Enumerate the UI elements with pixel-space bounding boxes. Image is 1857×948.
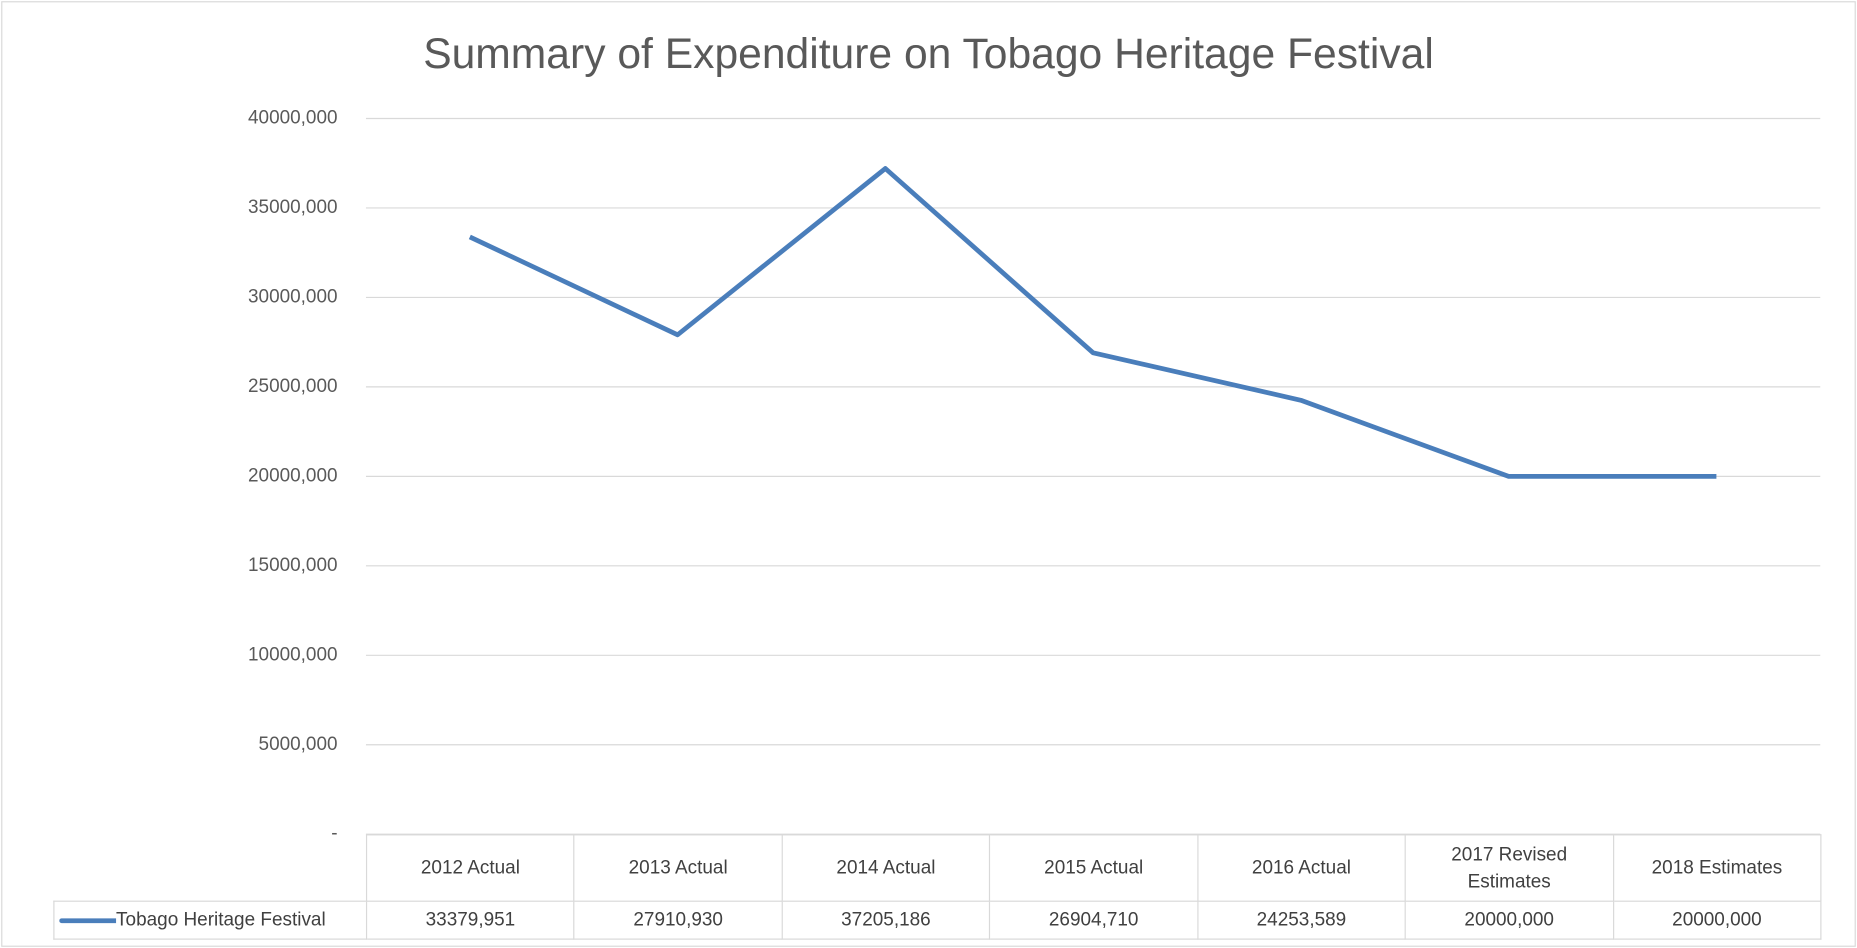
blank-cell: [54, 835, 367, 901]
category-label: 2017 Revised Estimates: [1404, 834, 1614, 902]
legend-label: Tobago Heritage Festival: [116, 910, 326, 931]
value-label: 20000,000: [1612, 900, 1822, 940]
category-label: 2012 Actual: [365, 834, 575, 902]
y-tick-label: 10000,000: [248, 644, 338, 665]
value-label: 26904,710: [989, 900, 1199, 940]
category-label: 2014 Actual: [781, 834, 991, 902]
category-label: 2018 Estimates: [1612, 834, 1822, 902]
y-tick-label: -: [331, 823, 337, 844]
category-label: 2016 Actual: [1196, 834, 1406, 902]
y-tick-label: 15000,000: [248, 555, 338, 576]
header-row: 2012 Actual 2013 Actual 2014 Actual 2015 Ac…: [54, 834, 1822, 902]
series-row: Tobago Heritage Festival 33379,951 27910,9…: [53, 900, 1822, 940]
value-label: 20000,000: [1404, 900, 1614, 940]
y-tick-label: 20000,000: [248, 465, 338, 486]
value-label: 27910,930: [573, 900, 783, 940]
category-label: 2013 Actual: [573, 834, 783, 902]
value-label: 24253,589: [1196, 900, 1406, 940]
legend-key: [59, 918, 119, 923]
value-label: 33379,951: [365, 900, 575, 940]
y-tick-label: 40000,000: [248, 107, 338, 128]
category-label: 2015 Actual: [989, 834, 1199, 902]
legend-cell: Tobago Heritage Festival: [53, 900, 368, 940]
data-table: 2012 Actual 2013 Actual 2014 Actual 2015 Ac…: [53, 834, 1822, 940]
y-tick-label: 25000,000: [248, 376, 338, 397]
y-tick-label: 5000,000: [259, 734, 338, 755]
y-tick-label: 35000,000: [248, 197, 338, 218]
series-line: [468, 166, 1717, 479]
chart-title: Summary of Expenditure on Tobago Heritag…: [423, 30, 1434, 78]
y-tick-label: 30000,000: [248, 286, 338, 307]
value-label: 37205,186: [781, 900, 991, 940]
